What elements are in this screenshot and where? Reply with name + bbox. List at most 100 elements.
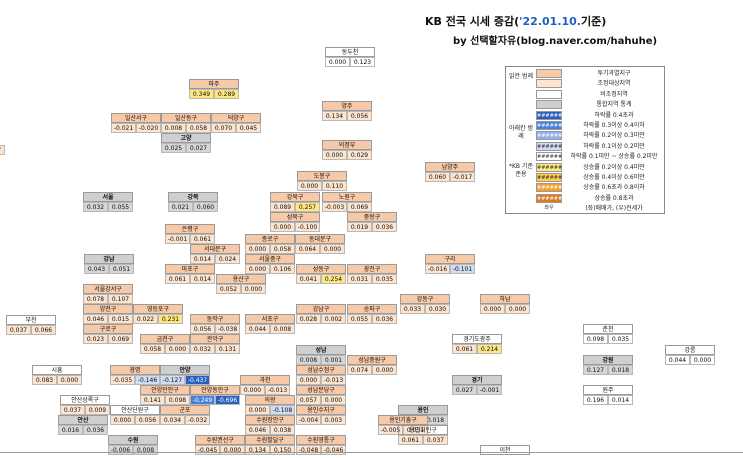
sale-change-value: 0.000 bbox=[296, 375, 321, 385]
region-name: 서초구 bbox=[245, 314, 295, 324]
region-name: 이천 bbox=[480, 445, 530, 455]
region-name: 수원팔달구 bbox=[245, 435, 295, 445]
sale-change-value: 0.098 bbox=[583, 334, 608, 344]
legend-swatch bbox=[536, 79, 562, 89]
sale-change-value: 0.000 bbox=[245, 264, 270, 274]
legend-item: ###### 하락률 0.3이상 0.4이하 bbox=[506, 121, 664, 131]
jeonse-change-value: -0.100 bbox=[295, 222, 320, 232]
legend-item: 투기과열지구 bbox=[506, 69, 664, 79]
sale-change-value: 0.056 bbox=[190, 324, 215, 334]
sale-change-value: 0.014 bbox=[190, 254, 215, 264]
legend-swatch: ###### bbox=[536, 110, 563, 120]
legend-swatch: ###### bbox=[536, 183, 563, 193]
sale-change-value: -0.048 bbox=[296, 445, 321, 455]
jeonse-change-value: 0.058 bbox=[186, 123, 211, 133]
sale-change-value: -0.045 bbox=[195, 445, 220, 455]
sale-change-value: 0.033 bbox=[400, 304, 425, 314]
jeonse-change-value: 0.000 bbox=[220, 445, 245, 455]
chart-subtitle: by 선택할자유(blog.naver.com/hahuhe) bbox=[453, 36, 658, 47]
legend-item: ###### 하락률 0.1미만 ~ 상승률 0.2미만 bbox=[506, 152, 664, 162]
jeonse-change-value: 0.000 bbox=[505, 304, 530, 314]
jeonse-change-value: -0.013 bbox=[321, 375, 346, 385]
legend: 읽칸 범례 아래칸 범례 *KB 기준 준용 투기과열지구 조정대상지역 비조정지역… bbox=[505, 66, 665, 214]
legend-label: (좌)매매가, (우)전세가 bbox=[585, 205, 643, 213]
sale-change-value: 0.060 bbox=[425, 172, 450, 182]
jeonse-change-value: 0.018 bbox=[608, 365, 633, 375]
sale-change-value: 0.027 bbox=[452, 385, 477, 395]
jeonse-change-value: 0.214 bbox=[477, 344, 502, 354]
region-name: 안양동안구 bbox=[190, 385, 240, 395]
legend-label: 하락률 0.1이상 0.2미만 bbox=[583, 142, 645, 150]
sale-change-value: 0.000 bbox=[245, 405, 270, 415]
jeonse-change-value: -0.013 bbox=[265, 385, 290, 395]
region-name: 광명 bbox=[110, 365, 160, 375]
jeonse-change-value: 0.056 bbox=[347, 111, 372, 121]
region-name: 금천구 bbox=[140, 334, 190, 344]
sale-change-value: -0.249 bbox=[190, 395, 215, 405]
region-name: 강원 bbox=[583, 355, 633, 365]
jeonse-change-value: 0.045 bbox=[236, 123, 261, 133]
region-name: 도봉구 bbox=[297, 171, 347, 181]
region-name: 양주 bbox=[322, 101, 372, 111]
region-name: 성남 bbox=[296, 345, 346, 355]
sale-change-value: 0.034 bbox=[160, 415, 185, 425]
jeonse-change-value: 0.254 bbox=[321, 274, 346, 284]
region-name: 송파구 bbox=[347, 304, 397, 314]
jeonse-change-value: 0.001 bbox=[321, 355, 346, 365]
jeonse-change-value: 0.000 bbox=[57, 375, 82, 385]
sale-change-value: 0.074 bbox=[347, 365, 372, 375]
edge-value: 0.037 bbox=[0, 145, 5, 155]
sale-change-value: 0.349 bbox=[189, 89, 214, 99]
sale-change-value: 0.141 bbox=[140, 395, 165, 405]
region-name: 부천 bbox=[6, 315, 56, 325]
jeonse-change-value: 0.069 bbox=[347, 202, 372, 212]
region-name: 용산구 bbox=[216, 274, 266, 284]
jeonse-change-value: 0.014 bbox=[608, 395, 633, 405]
legend-swatch: ###### bbox=[536, 162, 563, 172]
region-name: 수원권선구 bbox=[195, 435, 245, 445]
jeonse-change-value: -0.032 bbox=[185, 415, 210, 425]
jeonse-change-value: 0.000 bbox=[321, 395, 346, 405]
region-name: 용인기흥구 bbox=[378, 415, 428, 425]
region-name: 의왕 bbox=[245, 395, 295, 405]
sale-change-value: 0.196 bbox=[583, 395, 608, 405]
sale-change-value: 0.025 bbox=[161, 143, 186, 153]
region-name: 중랑구 bbox=[347, 212, 397, 222]
region-name: 관악구 bbox=[190, 334, 240, 344]
jeonse-change-value: 0.150 bbox=[270, 445, 295, 455]
sale-change-value: 0.044 bbox=[245, 324, 270, 334]
sale-change-value: 0.000 bbox=[297, 181, 322, 191]
legend-group-bottom: 아래칸 범례 bbox=[509, 125, 533, 140]
sale-change-value: -0.016 bbox=[425, 264, 450, 274]
sale-change-value: 0.083 bbox=[32, 375, 57, 385]
sale-change-value: 0.021 bbox=[168, 202, 193, 212]
jeonse-change-value: 0.098 bbox=[165, 395, 190, 405]
jeonse-change-value: 0.106 bbox=[270, 264, 295, 274]
region-name: 하남 bbox=[480, 294, 530, 304]
region-name: 성북구 bbox=[270, 212, 320, 222]
jeonse-change-value: 0.257 bbox=[295, 202, 320, 212]
jeonse-change-value: -0.696 bbox=[215, 395, 240, 405]
region-name: 서울 bbox=[83, 192, 133, 202]
jeonse-change-value: 0.036 bbox=[372, 314, 397, 324]
sale-change-value: 0.037 bbox=[6, 325, 31, 335]
region-name: 의정부 bbox=[322, 140, 372, 150]
sale-change-value: 0.064 bbox=[295, 244, 320, 254]
region-name: 노원구 bbox=[322, 192, 372, 202]
sale-change-value: 0.000 bbox=[322, 150, 347, 160]
jeonse-change-value: 0.069 bbox=[108, 334, 133, 344]
sale-change-value: 0.061 bbox=[165, 274, 190, 284]
legend-item: ###### 하락률 0.1이상 0.2미만 bbox=[506, 141, 664, 152]
legend-swatch: ###### bbox=[536, 131, 563, 141]
region-name: 강동구 bbox=[400, 294, 450, 304]
legend-label: 하락률 0.4초과 bbox=[594, 111, 634, 119]
region-name: 서울강서구 bbox=[83, 284, 133, 294]
region-name: 서울중구 bbox=[245, 254, 295, 264]
jeonse-change-value: 0.015 bbox=[108, 314, 133, 324]
sale-change-value: 0.037 bbox=[60, 405, 85, 415]
sale-change-value: 0.000 bbox=[480, 304, 505, 314]
legend-item: ###### 상승률 0.6초과 0.8이하 bbox=[506, 183, 664, 193]
legend-swatch: 좌우 bbox=[536, 204, 562, 214]
region-name: 경기 bbox=[452, 375, 502, 385]
jeonse-change-value: -0.017 bbox=[450, 172, 475, 182]
